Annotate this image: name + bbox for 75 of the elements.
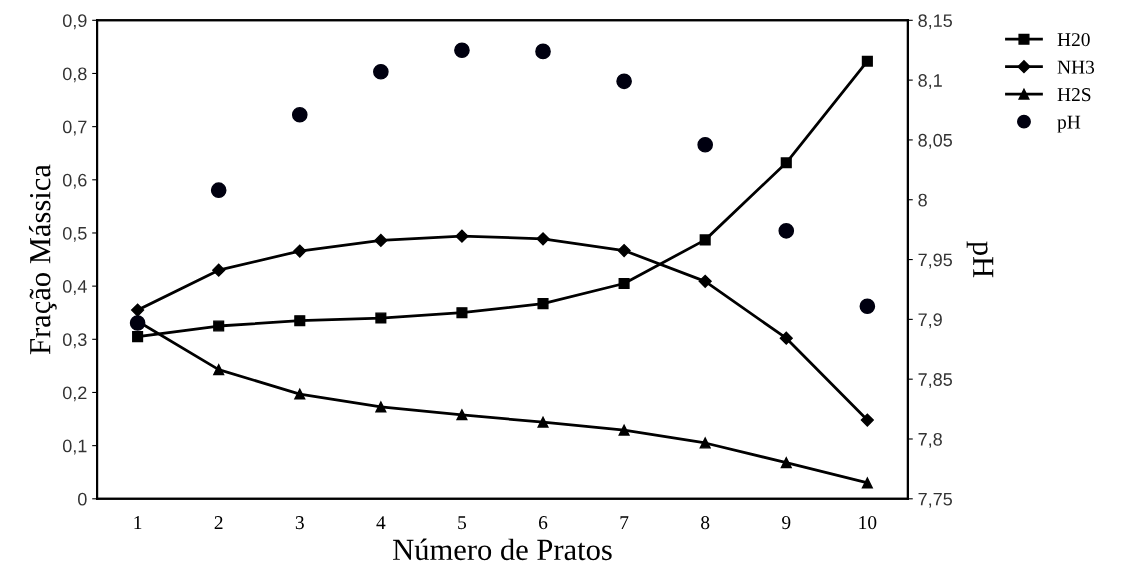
x-tick-label: 6 xyxy=(539,516,548,530)
point xyxy=(697,136,714,153)
y-tick-label: 0,8 xyxy=(62,67,87,83)
point xyxy=(294,388,306,400)
point xyxy=(213,320,225,332)
point xyxy=(859,298,876,315)
y-tick-label: 0,5 xyxy=(62,226,87,242)
y-tick-label: 0,9 xyxy=(62,14,87,30)
x-tick-label: 8 xyxy=(701,516,710,530)
point xyxy=(699,437,711,449)
legend-label: H2S xyxy=(1057,88,1091,102)
y2-tick-label: 8,15 xyxy=(918,14,952,30)
y-tick-label: 0,6 xyxy=(62,173,87,189)
y2-tick-label: 7,9 xyxy=(918,313,942,329)
point xyxy=(455,229,469,243)
y2-tick-label: 7,75 xyxy=(918,492,952,508)
x-tick-label: 9 xyxy=(782,516,791,530)
point xyxy=(210,182,227,198)
x-tick-label: 2 xyxy=(214,516,223,529)
x-tick-label: 3 xyxy=(295,516,304,530)
point xyxy=(535,43,551,60)
point xyxy=(618,277,630,290)
y-tick-label: 0,4 xyxy=(62,280,87,295)
point xyxy=(780,457,792,469)
point xyxy=(617,243,631,258)
y2-tick-label: 7,8 xyxy=(918,432,942,448)
point xyxy=(537,298,549,310)
point xyxy=(456,409,468,421)
y2-tick-label: 8,05 xyxy=(918,133,952,149)
x-tick-label: 5 xyxy=(458,516,467,530)
y2-tick-label: 8 xyxy=(918,193,927,207)
point xyxy=(293,244,307,258)
point xyxy=(616,73,632,90)
point xyxy=(779,331,793,345)
point xyxy=(778,223,795,239)
y-tick-label: 0,2 xyxy=(62,386,87,402)
y-tick-label: 0,7 xyxy=(62,120,87,136)
point xyxy=(699,234,711,246)
point xyxy=(537,416,549,428)
point xyxy=(536,232,550,246)
x-tick-label: 7 xyxy=(620,516,629,529)
point xyxy=(860,413,874,427)
y-axis-title: Fração Mássica xyxy=(28,164,57,355)
y2-tick-label: 7,95 xyxy=(918,253,952,269)
legend-label: pH xyxy=(1057,115,1081,133)
point xyxy=(375,401,387,413)
x-tick-label: 1 xyxy=(134,516,142,529)
point xyxy=(698,274,712,288)
point xyxy=(454,42,470,59)
point xyxy=(780,157,792,169)
y-tick-label: 0 xyxy=(78,492,87,506)
y2-axis-title: pH xyxy=(966,241,994,278)
point xyxy=(861,55,873,67)
y-tick-label: 0,3 xyxy=(62,333,87,349)
point xyxy=(132,331,144,343)
point xyxy=(131,303,145,317)
point xyxy=(212,263,226,277)
x-tick-label: 10 xyxy=(859,516,877,530)
point xyxy=(861,477,873,489)
point xyxy=(618,424,630,436)
point xyxy=(374,233,388,247)
point xyxy=(294,315,306,327)
legend-label: NH3 xyxy=(1057,60,1095,74)
x-axis-title: Número de Pratos xyxy=(393,538,612,561)
point xyxy=(375,312,387,324)
y2-tick-label: 7,85 xyxy=(918,373,952,389)
point xyxy=(213,364,225,376)
legend-label: H20 xyxy=(1057,33,1090,47)
x-tick-label: 4 xyxy=(376,516,386,529)
point xyxy=(456,307,468,319)
point xyxy=(291,106,308,123)
y2-tick-label: 8,1 xyxy=(918,74,942,89)
point xyxy=(129,315,146,331)
y-tick-label: 0,1 xyxy=(62,439,87,455)
point xyxy=(373,63,389,80)
